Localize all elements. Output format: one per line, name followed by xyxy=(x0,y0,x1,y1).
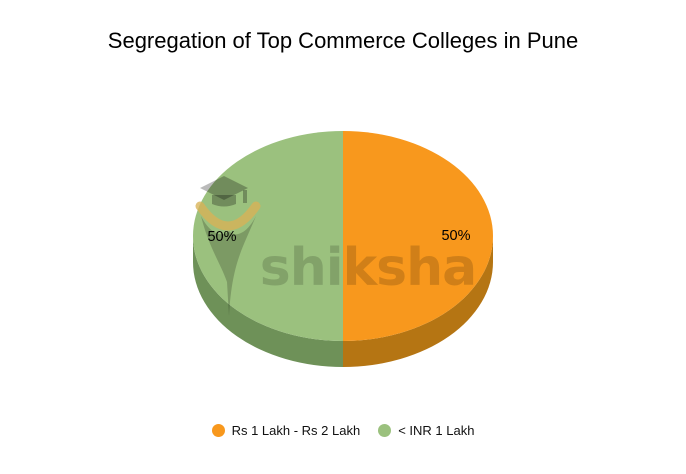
chart-legend: Rs 1 Lakh - Rs 2 Lakh < INR 1 Lakh xyxy=(0,421,686,439)
legend-swatch-green-icon xyxy=(378,423,392,437)
slice-label-left: 50% xyxy=(207,229,236,245)
watermark-swoosh xyxy=(195,201,261,231)
pie-slice-under-inr1-lakh xyxy=(193,131,343,341)
legend-swatch-orange-icon xyxy=(211,423,225,437)
slice-label-right: 50% xyxy=(441,228,470,244)
legend-dot-green xyxy=(378,423,392,437)
chart-title: Segregation of Top Commerce Colleges in … xyxy=(107,28,579,53)
watermark-bird-icon xyxy=(201,216,256,316)
legend-label-under-inr1-lakh: < INR 1 Lakh xyxy=(398,422,475,438)
graduation-cap-icon xyxy=(200,176,248,207)
legend-item-rs1-rs2-lakh: Rs 1 Lakh - Rs 2 Lakh xyxy=(211,422,361,438)
pie-slice-rs1-rs2-lakh xyxy=(343,131,493,341)
pie-depth-right xyxy=(343,236,493,367)
legend-item-under-inr1-lakh: < INR 1 Lakh xyxy=(378,423,474,438)
pie-depth-left xyxy=(193,236,343,367)
legend-dot-orange xyxy=(211,423,225,437)
shiksha-watermark: shiksha xyxy=(195,176,477,316)
legend-label-rs1-rs2-lakh: Rs 1 Lakh - Rs 2 Lakh xyxy=(231,422,361,438)
watermark-brand-text: shiksha xyxy=(260,238,476,298)
